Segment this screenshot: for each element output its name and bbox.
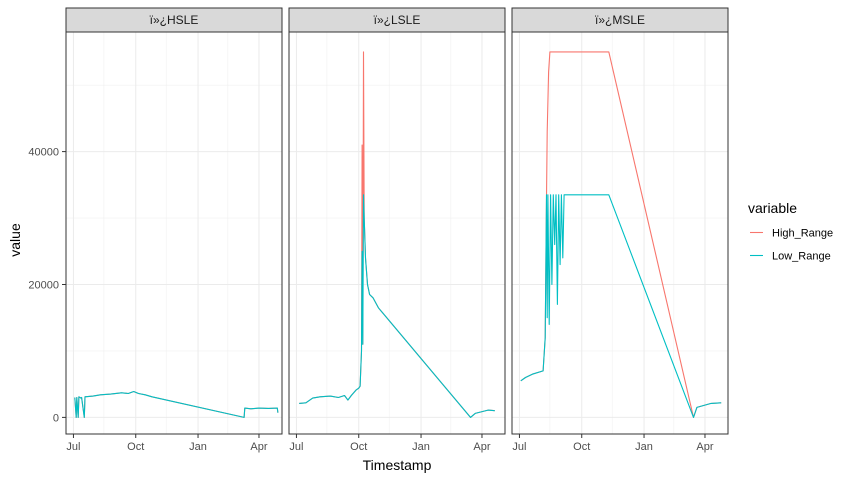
legend-label: Low_Range [772,251,831,263]
x-tick-label: Jan [412,441,430,453]
panel-border [511,31,729,435]
x-tick-label: Oct [350,441,367,453]
series-line-low-range [74,390,279,418]
x-tick-label: Oct [573,441,590,453]
facet-strip-label: ï»¿HSLE [150,13,199,27]
panel-border [65,31,283,435]
legend-label: High_Range [772,228,833,240]
x-tick-label: Jan [189,441,207,453]
panel-background [289,32,505,434]
x-tick-label: Jan [635,441,653,453]
x-tick-label: Apr [696,441,713,453]
x-tick-label: Jul [512,441,526,453]
facet-strip-label: ï»¿LSLE [374,13,421,27]
x-tick-label: Jul [289,441,303,453]
x-tick-label: Oct [127,441,144,453]
series-line-low-range [299,194,495,418]
legend-item: High_Range [748,224,833,241]
x-tick-label: Apr [473,441,490,453]
y-tick-label: 40000 [28,147,59,159]
panels-layer: ï»¿HSLE ï»¿LSLE ï»¿MSLE [65,7,729,435]
panel-background [512,32,728,434]
facet-strip [511,7,729,33]
legend: variable High_Range Low_Range [748,200,833,264]
facet-panel: ï»¿MSLE [511,7,729,435]
series-line-low-range [520,194,722,418]
legend-item: Low_Range [748,247,831,264]
legend-title: variable [748,200,797,216]
facet-panel: ï»¿LSLE [288,7,506,435]
facet-strip-label: ï»¿MSLE [595,13,645,27]
panel-background [66,32,282,434]
facet-panel: ï»¿HSLE [65,7,283,435]
y-axis-title: value [7,223,23,257]
facet-strip [65,7,283,33]
y-tick-label: 20000 [28,279,59,291]
x-tick-label: Apr [250,441,267,453]
panel-border [288,31,506,435]
x-tick-label: Jul [66,441,80,453]
x-axis-title: Timestamp [363,457,432,473]
y-tick-label: 0 [53,412,59,424]
axes-layer: Jul Oct Jan Apr Jul Oct Jan Apr Jul Oct Jan Apr 0 200… [28,147,713,453]
